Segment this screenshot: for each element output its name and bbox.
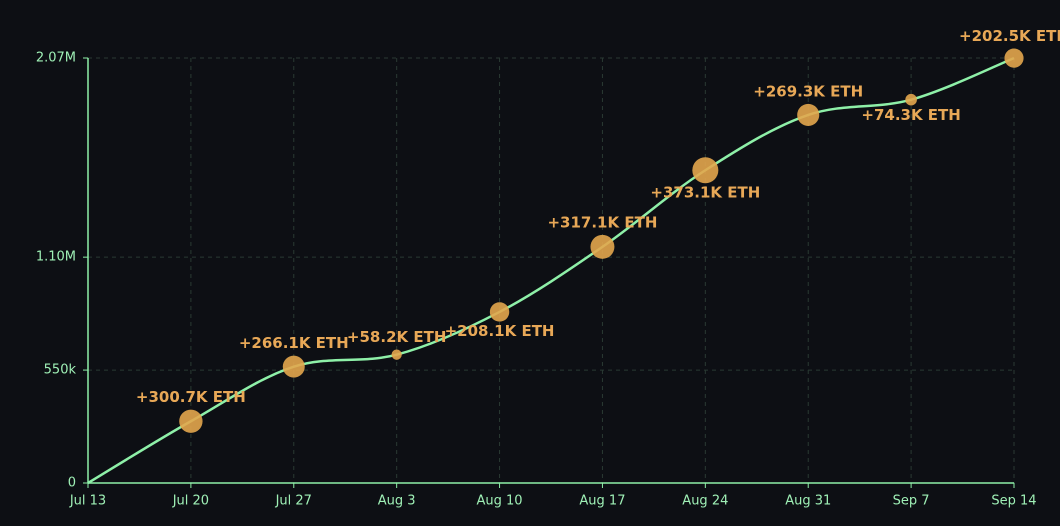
bubble [1004, 48, 1024, 68]
bubble [692, 157, 719, 184]
bubble-label: +74.3K ETH [861, 106, 960, 124]
x-tick-label: Sep 7 [893, 494, 930, 509]
bubble-label: +266.1K ETH [239, 334, 349, 352]
y-tick-label: 2.07M [36, 51, 76, 66]
bubble [797, 103, 820, 126]
bubble [391, 349, 402, 360]
x-tick-label: Jul 20 [172, 494, 209, 509]
y-tick-label: 550k [44, 363, 77, 378]
bubble [489, 302, 510, 322]
x-tick-label: Aug 24 [682, 494, 728, 509]
x-tick-label: Aug 17 [579, 494, 625, 509]
x-tick-label: Sep 14 [991, 494, 1036, 509]
x-tick-label: Jul 27 [275, 494, 312, 509]
bubble [282, 355, 305, 378]
x-tick-label: Aug 3 [378, 494, 416, 509]
bubble [590, 234, 615, 259]
bubble-label: +58.2K ETH [347, 328, 446, 346]
x-tick-label: Aug 10 [477, 494, 523, 509]
bubble-label: +202.5K ETH [959, 27, 1060, 45]
x-tick-label: Jul 13 [69, 494, 106, 509]
line [87, 56, 1015, 485]
bubble-label: +300.7K ETH [136, 388, 246, 406]
x-tick-label: Aug 31 [785, 494, 831, 509]
bubble-label: +317.1K ETH [547, 213, 657, 231]
y-tick-label: 0 [68, 476, 76, 491]
y-tick-label: 1.10M [36, 250, 76, 265]
bubble [905, 93, 917, 106]
bubble [179, 409, 203, 433]
bubble-label: +208.1K ETH [445, 322, 555, 340]
bubble-label: +373.1K ETH [650, 184, 760, 202]
bubble-label: +269.3K ETH [753, 82, 863, 100]
